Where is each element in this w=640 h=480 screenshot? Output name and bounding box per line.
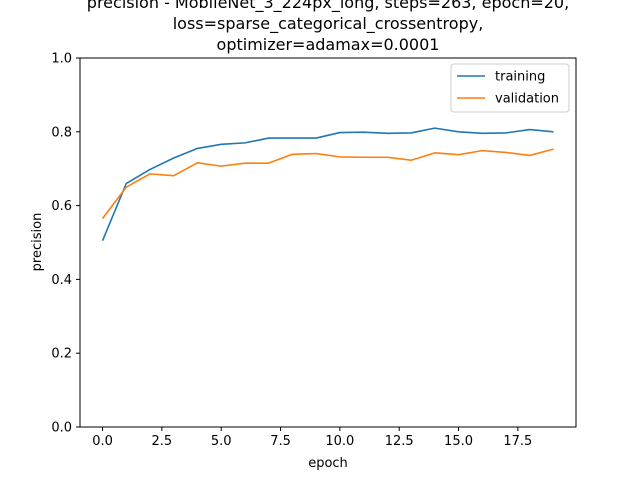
chart-title-line-3: optimizer=adamax=0.0001 (217, 35, 440, 54)
y-tick-label: 1.0 (51, 52, 72, 67)
y-tick-label: 0.4 (51, 273, 72, 288)
y-axis-label: precision (30, 213, 45, 272)
x-tick-label: 0.0 (92, 434, 113, 449)
legend: training validation (451, 64, 569, 112)
chart-title-line-1: precision - MobileNet_3_224px_long, step… (87, 0, 569, 13)
x-tick-label: 17.5 (503, 434, 532, 449)
y-tick-label: 0.8 (51, 125, 72, 140)
y-tick-label: 0.6 (51, 199, 72, 214)
x-tick-label: 10.0 (325, 434, 354, 449)
y-tick-label: 0.2 (51, 347, 72, 362)
x-tick-label: 12.5 (385, 434, 414, 449)
x-tick-label: 7.5 (270, 434, 291, 449)
x-axis-label: epoch (308, 456, 348, 471)
legend-label-training: training (495, 70, 545, 85)
legend-label-validation: validation (495, 92, 559, 107)
chart-title-line-2: loss=sparse_categorical_crossentropy, (173, 14, 484, 34)
x-tick-label: 2.5 (152, 434, 173, 449)
y-tick-label: 0.0 (51, 421, 72, 436)
x-tick-label: 15.0 (444, 434, 473, 449)
x-tick-label: 5.0 (211, 434, 232, 449)
